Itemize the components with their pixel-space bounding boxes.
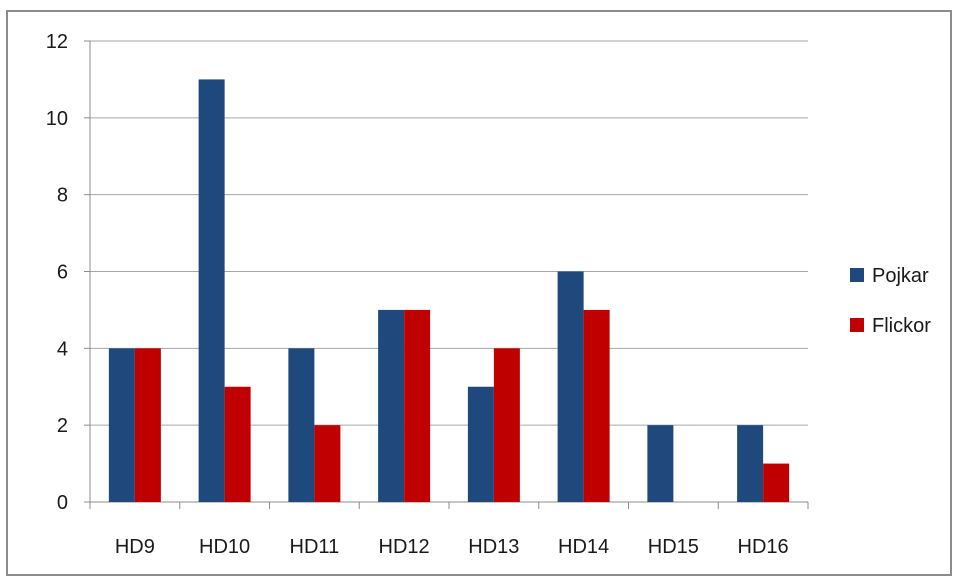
bar-pojkar-hd9: [108, 348, 135, 502]
bar-flickor-hd12: [404, 309, 431, 502]
bar-flickor-hd11: [314, 425, 341, 502]
legend-swatch-flickor: [850, 318, 864, 332]
y-tick-label-0: 0: [57, 492, 68, 514]
bar-pojkar-hd16: [737, 425, 764, 502]
gridlines: [90, 40, 808, 426]
axes: [84, 40, 809, 509]
x-tick-label-hd11: HD11: [290, 536, 340, 558]
bar-pojkar-hd12: [378, 309, 405, 502]
x-tick-label-hd9: HD9: [115, 536, 155, 558]
y-tick-labels: 0 2 4 6 8 10 12: [46, 31, 68, 514]
x-tick-label-hd12: HD12: [379, 536, 430, 558]
bar-pojkar-hd13: [467, 386, 494, 502]
x-tick-label-hd16: HD16: [738, 536, 789, 558]
x-tick-label-hd14: HD14: [558, 536, 609, 558]
legend-label-flickor: Flickor: [872, 315, 931, 337]
y-tick-label-2: 2: [57, 415, 68, 437]
x-tick-labels: HD9 HD10 HD11 HD12 HD13 HD14 HD15 HD16: [115, 536, 789, 558]
y-tick-label-12: 12: [46, 31, 68, 53]
bar-flickor-hd14: [583, 309, 610, 502]
bar-pojkar-hd10: [198, 79, 225, 503]
bar-pojkar-hd11: [288, 348, 315, 502]
bar-flickor-hd9: [134, 348, 161, 502]
x-tick-label-hd10: HD10: [199, 536, 250, 558]
y-tick-label-10: 10: [46, 108, 68, 130]
legend-label-pojkar: Pojkar: [872, 265, 929, 287]
y-tick-label-4: 4: [57, 338, 68, 360]
x-tick-label-hd13: HD13: [468, 536, 519, 558]
legend: Pojkar Flickor: [850, 265, 931, 337]
bar-flickor-hd10: [224, 386, 251, 502]
bar-flickor-hd13: [493, 348, 520, 502]
bars: [108, 79, 790, 503]
bar-pojkar-hd14: [557, 271, 584, 502]
y-tick-label-8: 8: [57, 185, 68, 207]
bar-pojkar-hd15: [647, 425, 674, 502]
y-tick-label-6: 6: [57, 262, 68, 284]
legend-swatch-pojkar: [850, 268, 864, 282]
x-tick-label-hd15: HD15: [648, 536, 699, 558]
bar-flickor-hd16: [763, 463, 790, 502]
